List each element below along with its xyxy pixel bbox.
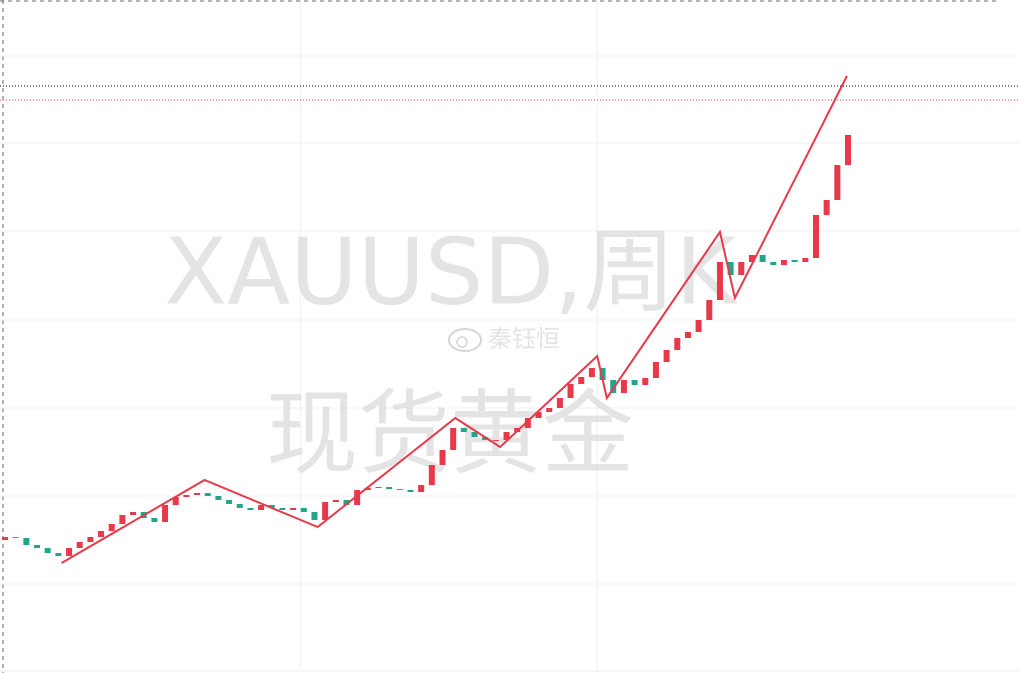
candle xyxy=(578,377,585,384)
candle xyxy=(183,495,190,497)
candle xyxy=(460,428,467,432)
candle xyxy=(567,384,574,398)
candle xyxy=(748,255,755,262)
candle xyxy=(556,398,563,408)
candle xyxy=(418,485,425,492)
candle xyxy=(428,465,435,485)
candle xyxy=(279,508,286,510)
candle xyxy=(535,412,542,418)
candle xyxy=(23,538,30,545)
candle xyxy=(759,255,766,262)
candle xyxy=(268,505,275,508)
watermark-subtitle: 现货黄金 xyxy=(266,380,634,487)
candle xyxy=(396,489,403,490)
candle xyxy=(738,262,745,275)
candle xyxy=(300,508,307,512)
candle xyxy=(247,508,254,510)
candle xyxy=(12,537,19,538)
candle xyxy=(610,380,617,393)
candle xyxy=(631,380,638,385)
candle xyxy=(450,428,457,450)
candle xyxy=(386,487,393,489)
watermark-author: 秦钰恒 xyxy=(488,325,560,353)
candle xyxy=(332,500,339,502)
candle xyxy=(588,368,595,377)
candle xyxy=(151,518,158,522)
candle xyxy=(812,215,819,258)
candle xyxy=(642,378,649,385)
candle xyxy=(684,332,691,338)
candle xyxy=(108,524,115,531)
candle xyxy=(364,488,371,490)
candle xyxy=(471,432,478,437)
candle xyxy=(706,300,713,320)
candle xyxy=(55,553,62,556)
candle xyxy=(652,362,659,378)
candle xyxy=(546,408,553,412)
candle xyxy=(802,258,809,262)
candle xyxy=(407,490,414,492)
candle xyxy=(674,338,681,350)
candle xyxy=(311,512,318,520)
candle xyxy=(66,548,73,556)
candle xyxy=(439,450,446,465)
candle xyxy=(236,504,243,508)
candle xyxy=(162,505,169,522)
candle xyxy=(620,380,627,393)
candle xyxy=(695,320,702,332)
candle xyxy=(172,497,179,505)
candle xyxy=(34,545,41,548)
candle xyxy=(716,262,723,300)
candle xyxy=(2,537,8,540)
candle xyxy=(322,502,329,520)
candle xyxy=(76,542,83,548)
candle xyxy=(492,440,499,441)
candle xyxy=(599,368,606,380)
candle xyxy=(663,350,670,362)
candle xyxy=(258,505,265,510)
candle xyxy=(130,512,137,515)
candle xyxy=(204,493,211,496)
candle xyxy=(524,418,531,428)
weibo-icon xyxy=(448,328,482,352)
watermark-title: XAUUSD,周K xyxy=(164,218,738,325)
candle xyxy=(845,135,851,165)
candle xyxy=(503,432,510,440)
candle xyxy=(98,531,105,537)
candle xyxy=(354,490,361,505)
candle xyxy=(215,496,222,500)
candle xyxy=(375,487,382,488)
candle xyxy=(834,165,841,200)
candle xyxy=(194,493,201,495)
candle xyxy=(87,537,94,542)
candle xyxy=(343,500,350,505)
candle xyxy=(823,200,830,215)
candle xyxy=(119,515,126,524)
candle xyxy=(770,262,777,265)
candle xyxy=(290,508,297,510)
zigzag-line xyxy=(61,75,848,564)
candle xyxy=(727,262,734,275)
candle xyxy=(226,500,233,504)
candle xyxy=(44,548,51,553)
candle xyxy=(780,260,787,265)
candle xyxy=(791,260,798,262)
